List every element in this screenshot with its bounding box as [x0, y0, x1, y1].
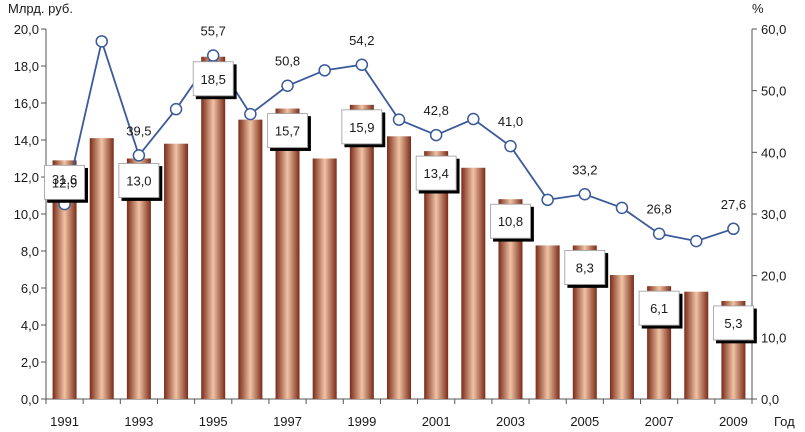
x-tick-label: 1997 [273, 414, 302, 429]
line-point [58, 197, 71, 211]
y-left-tick-label: 0,0 [21, 392, 39, 407]
y-left-tick-label: 8,0 [21, 244, 39, 259]
bar-label: 18,5 [201, 72, 226, 87]
y-left-tick-label: 4,0 [21, 318, 39, 333]
y-right-tick-label: 30,0 [761, 207, 786, 222]
bar [201, 56, 226, 399]
y-left-tick-label: 2,0 [21, 355, 39, 370]
bar-label-box [415, 155, 457, 191]
y-right-tick-label: 60,0 [761, 22, 786, 37]
bar [684, 291, 709, 399]
line-point-label: 50,8 [275, 54, 300, 69]
bar-label-box [341, 109, 383, 145]
bar-label: 15,9 [349, 120, 374, 135]
bar-label-box [44, 164, 85, 200]
x-tick-label: 1999 [347, 414, 376, 429]
line-point [467, 112, 480, 126]
line-point [318, 64, 331, 77]
bar-label: 5,3 [724, 316, 742, 331]
y-left-tick-label: 16,0 [14, 96, 39, 111]
line-point-label: 42,8 [424, 103, 449, 118]
y-left-tick-label: 6,0 [21, 281, 39, 296]
bar [609, 275, 634, 399]
y-left-tick-label: 14,0 [14, 133, 39, 148]
line-point [392, 113, 406, 126]
bar-label-box [638, 290, 680, 326]
bar-label-box [267, 113, 308, 148]
line-point [504, 139, 517, 153]
x-tick-label: 2001 [422, 414, 451, 429]
line-point-label: 26,8 [646, 202, 671, 217]
line-point-label: 31,6 [52, 172, 77, 187]
x-tick-label: 2005 [570, 414, 599, 429]
bar-label-box [564, 250, 606, 285]
line-point-label: 54,2 [349, 33, 374, 48]
bar [535, 245, 560, 399]
bar-label: 8,3 [576, 260, 594, 275]
y-right-tick-label: 0,0 [761, 392, 779, 407]
x-tick-label: 1991 [50, 414, 79, 429]
y-right-tick-label: 20,0 [761, 269, 786, 284]
bar [164, 143, 189, 399]
line-point [95, 35, 108, 48]
x-tick-label: 2009 [719, 414, 748, 429]
x-tick-label: 2007 [645, 414, 674, 429]
bar-label-box [490, 203, 531, 239]
line-point [132, 149, 146, 162]
bar-label: 13,0 [126, 174, 151, 189]
bar-label: 12,9 [52, 175, 77, 190]
line-point [727, 222, 740, 236]
line-point-label: 39,5 [126, 123, 151, 138]
line-point [281, 79, 294, 92]
line-point-label: 27,6 [721, 197, 746, 212]
line-point [429, 128, 443, 142]
bar [312, 158, 337, 399]
y-left-tick-label: 20,0 [14, 22, 39, 37]
y-right-tick-label: 50,0 [761, 84, 786, 99]
x-tick-label: 2003 [496, 414, 525, 429]
bar [126, 158, 151, 399]
y-right-tick-label: 10,0 [761, 330, 786, 345]
bar-label-box [118, 163, 160, 198]
bar-label: 15,7 [275, 124, 300, 139]
line-point [244, 107, 257, 121]
y-axis-left-title: Млрд. руб. [8, 1, 73, 16]
y-left-tick-label: 10,0 [14, 207, 39, 222]
bar-label-box [713, 305, 754, 341]
y-right-tick-label: 40,0 [761, 145, 786, 160]
x-tick-label: 1993 [124, 414, 153, 429]
bar [89, 138, 114, 399]
bar [238, 119, 263, 400]
bar [387, 136, 411, 400]
y-axis-right-title: % [752, 1, 764, 16]
line-point [206, 49, 220, 62]
line-point-label: 55,7 [201, 24, 226, 39]
line-point [355, 58, 369, 72]
bar-label: 13,4 [424, 166, 449, 181]
y-left-tick-label: 12,0 [14, 170, 39, 185]
line-point [169, 102, 183, 116]
line-point-label: 33,2 [572, 162, 597, 177]
line-point-label: 41,0 [498, 114, 523, 129]
x-tick-label: 1995 [199, 414, 228, 429]
line-point [652, 227, 666, 240]
bar [349, 104, 374, 399]
bar [275, 108, 300, 400]
bar-label: 10,8 [498, 214, 523, 229]
x-axis-title: Год [774, 414, 795, 429]
line-point [541, 193, 554, 207]
line-point [578, 188, 592, 201]
line-point [690, 234, 703, 248]
line-point [615, 201, 629, 215]
bar-label: 6,1 [650, 301, 668, 316]
y-left-tick-label: 18,0 [14, 59, 39, 74]
bar [461, 167, 486, 399]
bar [424, 151, 449, 399]
bar-label-box [192, 61, 234, 97]
